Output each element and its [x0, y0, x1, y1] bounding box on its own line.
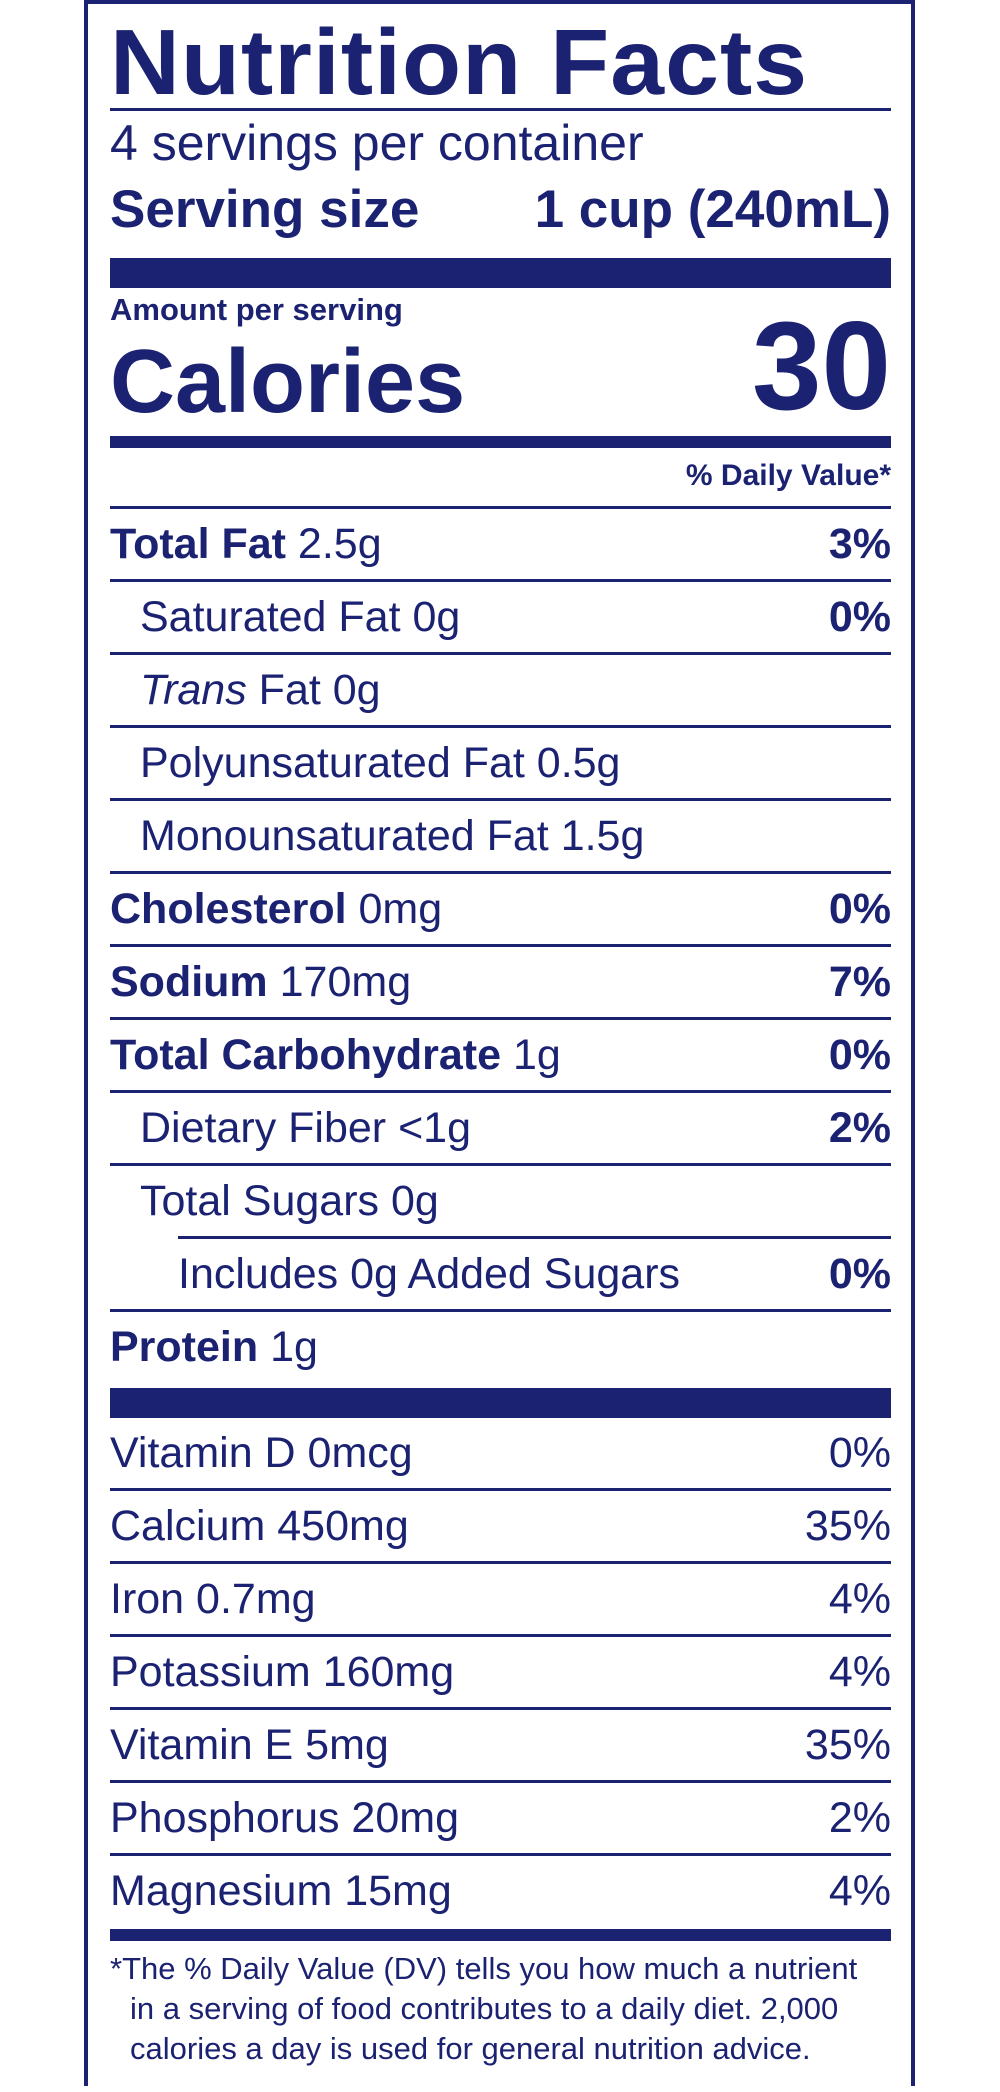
nutrient-dv: 3%	[828, 519, 891, 568]
divider	[110, 944, 891, 947]
nutrient-name: Saturated Fat 0g	[140, 592, 461, 641]
vitamin-row-calcium: Calcium 450mg 35%	[110, 1491, 891, 1561]
serving-size-label: Serving size	[110, 180, 420, 239]
calories-value: 30	[751, 297, 891, 436]
nutrient-row-polyunsaturated-fat: Polyunsaturated Fat 0.5g	[110, 728, 891, 798]
vitamin-name: Vitamin D 0mcg	[110, 1428, 413, 1477]
daily-value-header: % Daily Value*	[685, 459, 891, 492]
nutrient-name: Total Fat	[110, 519, 286, 568]
nutrient-name: Protein	[110, 1322, 259, 1371]
nutrient-amount: 0mg	[358, 884, 443, 933]
serving-size-value: 1 cup (240mL)	[534, 180, 891, 239]
vitamin-row-magnesium: Magnesium 15mg 4%	[110, 1856, 891, 1926]
medium-divider	[110, 1929, 891, 1941]
vitamin-name: Calcium 450mg	[110, 1501, 409, 1550]
vitamin-name: Magnesium 15mg	[110, 1866, 452, 1915]
divider	[110, 725, 891, 728]
divider	[110, 1090, 891, 1093]
divider	[110, 1853, 891, 1856]
servings-per-container: 4 servings per container	[110, 115, 644, 171]
nutrient-amount: 1g	[270, 1322, 318, 1371]
nutrient-name: Polyunsaturated Fat 0.5g	[140, 738, 621, 787]
nutrient-name: Sodium	[110, 957, 268, 1006]
nutrient-amount: 1g	[512, 1030, 561, 1079]
nutrient-row-total-sugars: Total Sugars 0g	[110, 1166, 891, 1236]
medium-divider	[110, 436, 891, 448]
vitamin-row-iron: Iron 0.7mg 4%	[110, 1564, 891, 1634]
vitamin-dv: 4%	[828, 1647, 891, 1696]
nutrient-dv: 0%	[828, 1249, 891, 1298]
vitamin-name: Phosphorus 20mg	[110, 1793, 459, 1842]
divider	[110, 108, 891, 111]
amount-per-serving: Amount per serving	[110, 292, 403, 327]
nutrient-dv: 7%	[828, 957, 891, 1006]
footnote-line: *The % Daily Value (DV) tells you how mu…	[110, 1951, 858, 1986]
vitamin-list: Vitamin D 0mcg 0% Calcium 450mg 35% Iron…	[110, 1418, 891, 1926]
nutrient-row-monounsaturated-fat: Monounsaturated Fat 1.5g	[110, 801, 891, 871]
nutrient-row-dietary-fiber: Dietary Fiber <1g 2%	[110, 1093, 891, 1163]
nutrient-name: Dietary Fiber <1g	[140, 1103, 472, 1152]
divider	[178, 1236, 891, 1239]
nutrient-row-saturated-fat: Saturated Fat 0g 0%	[110, 582, 891, 652]
vitamin-name: Iron 0.7mg	[110, 1574, 316, 1623]
vitamin-row-potassium: Potassium 160mg 4%	[110, 1637, 891, 1707]
nutrient-row-total-carbohydrate: Total Carbohydrate 1g 0%	[110, 1020, 891, 1090]
divider	[110, 652, 891, 655]
nutrient-name: Total Sugars 0g	[140, 1176, 439, 1225]
vitamin-row-vitamin-d: Vitamin D 0mcg 0%	[110, 1418, 891, 1488]
nutrient-name-italic: Trans	[140, 665, 247, 714]
vitamin-dv: 2%	[828, 1793, 891, 1842]
divider	[110, 579, 891, 582]
vitamin-row-vitamin-e: Vitamin E 5mg 35%	[110, 1710, 891, 1780]
nutrient-amount: 2.5g	[297, 519, 382, 568]
nutrient-amount: 170mg	[279, 957, 412, 1006]
nutrient-dv: 0%	[828, 1030, 891, 1079]
thick-divider	[110, 1388, 891, 1418]
nutrient-name: Cholesterol	[110, 884, 347, 933]
serving-size-row: Serving size 1 cup (240mL)	[110, 178, 891, 242]
nutrient-row-protein: Protein 1g	[110, 1312, 891, 1382]
divider	[110, 506, 891, 509]
divider	[110, 1488, 891, 1491]
vitamin-dv: 35%	[804, 1720, 891, 1769]
vitamin-name: Potassium 160mg	[110, 1647, 455, 1696]
calories-label: Calories	[110, 332, 466, 432]
footnote: *The % Daily Value (DV) tells you how mu…	[110, 1949, 891, 2069]
nutrient-dv: 0%	[828, 884, 891, 933]
nutrient-name: Monounsaturated Fat 1.5g	[140, 811, 645, 860]
vitamin-row-phosphorus: Phosphorus 20mg 2%	[110, 1783, 891, 1853]
label-title: Nutrition Facts	[110, 10, 809, 114]
nutrient-dv: 2%	[828, 1103, 891, 1152]
nutrient-name: Includes 0g Added Sugars	[178, 1249, 681, 1298]
divider	[110, 1634, 891, 1637]
nutrient-row-sodium: Sodium 170mg 7%	[110, 947, 891, 1017]
nutrient-list: Total Fat 2.5g 3% Saturated Fat 0g 0% Tr…	[110, 509, 891, 1382]
divider	[110, 1309, 891, 1312]
vitamin-dv: 0%	[828, 1428, 891, 1477]
thick-divider	[110, 258, 891, 288]
nutrient-row-cholesterol: Cholesterol 0mg 0%	[110, 874, 891, 944]
vitamin-dv: 4%	[828, 1574, 891, 1623]
label-content: Nutrition Facts 4 servings per container…	[110, 4, 891, 2086]
footnote-line: in a serving of food contributes to a da…	[130, 1991, 839, 2026]
divider	[110, 871, 891, 874]
footnote-line: calories a day is used for general nutri…	[130, 2031, 811, 2066]
divider	[110, 1707, 891, 1710]
nutrient-dv: 0%	[828, 592, 891, 641]
nutrient-row-trans-fat: Trans Fat 0g	[110, 655, 891, 725]
vitamin-name: Vitamin E 5mg	[110, 1720, 389, 1769]
divider	[110, 1017, 891, 1020]
vitamin-dv: 4%	[828, 1866, 891, 1915]
divider	[110, 1163, 891, 1166]
nutrition-facts-label: Nutrition Facts 4 servings per container…	[84, 0, 915, 2086]
nutrient-name: Fat 0g	[246, 665, 381, 714]
divider	[110, 798, 891, 801]
nutrient-row-total-fat: Total Fat 2.5g 3%	[110, 509, 891, 579]
divider	[110, 1780, 891, 1783]
vitamin-dv: 35%	[804, 1501, 891, 1550]
divider	[110, 1561, 891, 1564]
nutrient-row-added-sugars: Includes 0g Added Sugars 0%	[110, 1239, 891, 1309]
nutrient-name: Total Carbohydrate	[110, 1030, 502, 1079]
